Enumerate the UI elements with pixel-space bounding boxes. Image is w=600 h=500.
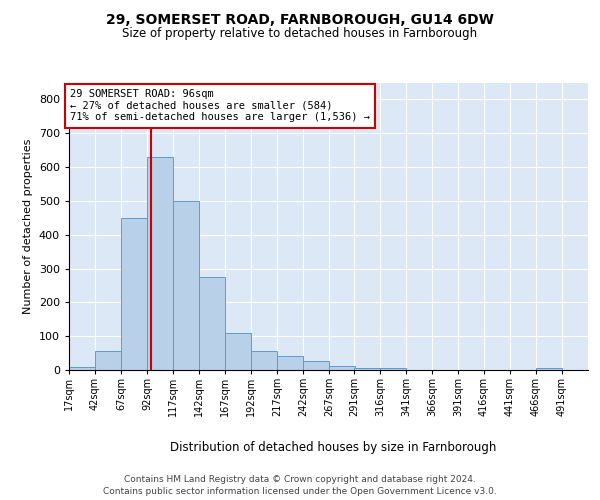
- Text: Distribution of detached houses by size in Farnborough: Distribution of detached houses by size …: [170, 441, 496, 454]
- Bar: [69, 368, 95, 370]
- Bar: [536, 368, 562, 370]
- Text: 29 SOMERSET ROAD: 96sqm
← 27% of detached houses are smaller (584)
71% of semi-d: 29 SOMERSET ROAD: 96sqm ← 27% of detache…: [70, 90, 370, 122]
- Text: Contains HM Land Registry data © Crown copyright and database right 2024.: Contains HM Land Registry data © Crown c…: [124, 474, 476, 484]
- Y-axis label: Number of detached properties: Number of detached properties: [23, 138, 33, 314]
- Bar: [329, 366, 355, 370]
- Bar: [303, 361, 329, 370]
- Bar: [277, 356, 303, 370]
- Bar: [173, 201, 199, 370]
- Text: Size of property relative to detached houses in Farnborough: Size of property relative to detached ho…: [122, 28, 478, 40]
- Bar: [147, 157, 173, 370]
- Bar: [354, 368, 380, 370]
- Bar: [380, 368, 406, 370]
- Text: 29, SOMERSET ROAD, FARNBOROUGH, GU14 6DW: 29, SOMERSET ROAD, FARNBOROUGH, GU14 6DW: [106, 12, 494, 26]
- Bar: [121, 218, 147, 370]
- Text: Contains public sector information licensed under the Open Government Licence v3: Contains public sector information licen…: [103, 486, 497, 496]
- Bar: [199, 277, 225, 370]
- Bar: [225, 334, 251, 370]
- Bar: [95, 352, 121, 370]
- Bar: [251, 350, 277, 370]
